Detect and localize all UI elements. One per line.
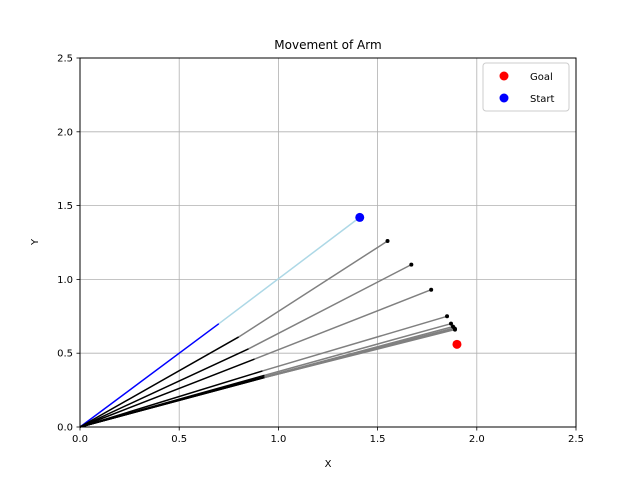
- arm-link2: [264, 328, 456, 379]
- arm-link1: [79, 370, 263, 428]
- y-tick-label: 0.5: [57, 349, 73, 360]
- grid: [79, 57, 577, 428]
- legend: Goal Start: [482, 62, 570, 112]
- arm-tip-point: [452, 327, 457, 332]
- x-tick-label: 0.0: [72, 434, 88, 445]
- arm-link1: [79, 323, 220, 428]
- legend-start-label: Start: [530, 94, 555, 105]
- arm-link1: [79, 376, 265, 428]
- arm-links: [79, 216, 457, 428]
- y-tick-label: 1.0: [57, 275, 73, 286]
- arm-link2: [264, 322, 452, 377]
- axes-frame: [79, 57, 577, 428]
- arm-link2: [254, 289, 432, 360]
- arm-tip-point: [449, 321, 454, 326]
- arm-tip-point: [385, 239, 390, 244]
- y-axis-label: Y: [30, 238, 41, 246]
- arm-tip-point: [429, 287, 434, 292]
- y-tick-label: 2.5: [57, 54, 73, 65]
- arm-link2: [262, 315, 448, 372]
- arm-link2: [248, 263, 412, 350]
- ticks: 0.0 0.5 1.0 1.5 2.0 2.5 0.0 0.5 1.0 1.5 2.0 2.5: [57, 54, 584, 446]
- x-tick-label: 0.5: [171, 434, 187, 445]
- arm-link2: [264, 327, 455, 378]
- arm-link1: [79, 348, 249, 428]
- arm-link2: [218, 216, 361, 325]
- plot-area: 0.0 0.5 1.0 1.5 2.0 2.5 0.0 0.5 1.0 1.5 2.0 2.5: [57, 54, 584, 446]
- y-tick-label: 0.0: [57, 423, 73, 434]
- arm-tip-point: [409, 262, 414, 267]
- x-tick-label: 1.5: [370, 434, 386, 445]
- arm-tip-point: [445, 314, 450, 319]
- legend-frame: [482, 62, 570, 112]
- arm-link1: [79, 358, 255, 428]
- legend-start-marker: [499, 93, 509, 103]
- x-tick-label: 2.5: [568, 434, 584, 445]
- y-tick-label: 2.0: [57, 127, 73, 138]
- arm-link2: [238, 240, 388, 338]
- x-tick-label: 2.0: [469, 434, 485, 445]
- legend-goal-label: Goal: [530, 72, 553, 83]
- goal-point: [452, 339, 462, 349]
- y-tick-label: 1.5: [57, 201, 73, 212]
- x-axis-label: X: [325, 459, 332, 470]
- x-tick-label: 1.0: [270, 434, 286, 445]
- start-point: [355, 212, 365, 222]
- chart-title: Movement of Arm: [274, 38, 381, 52]
- arm-link1: [79, 336, 240, 428]
- legend-goal-marker: [499, 71, 509, 81]
- markers: [355, 212, 462, 349]
